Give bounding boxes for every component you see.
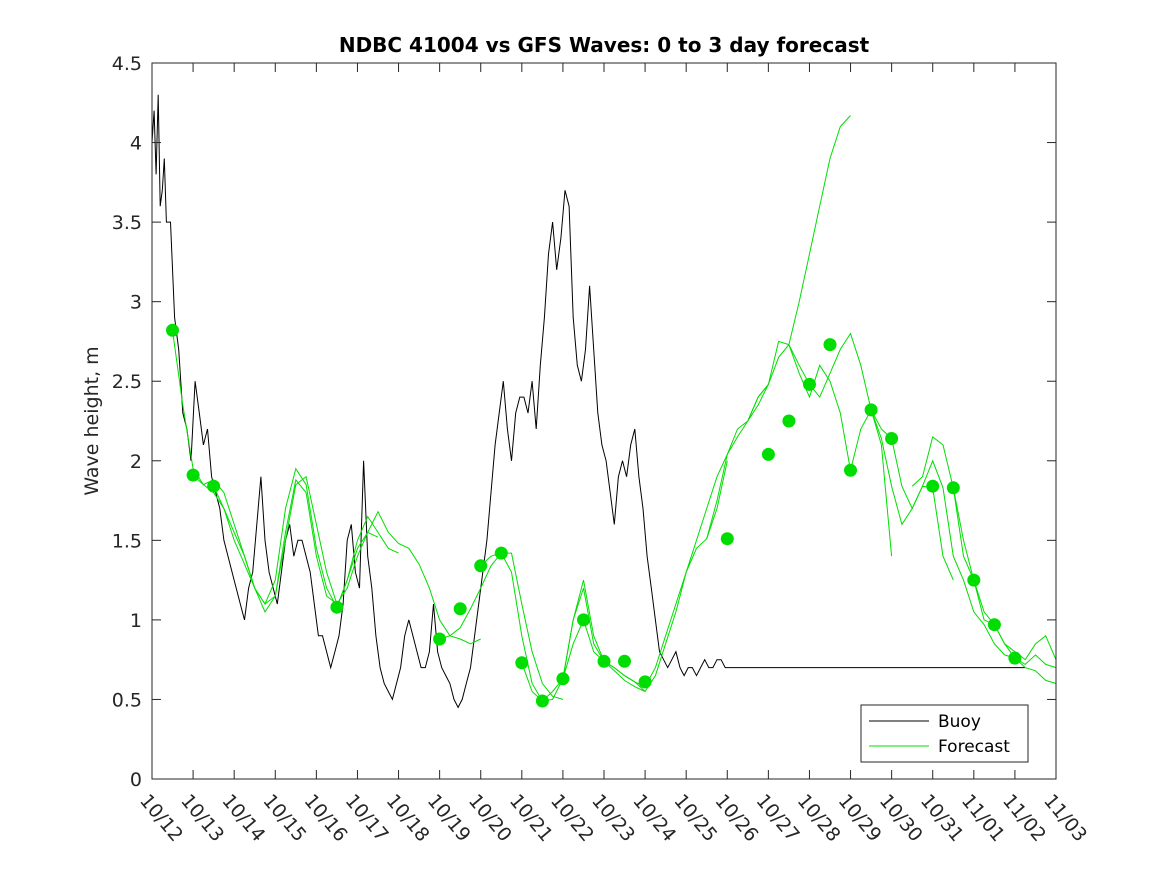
- y-tick-label: 1: [130, 610, 142, 632]
- forecast-marker: [946, 481, 960, 495]
- x-tick-label: 10/13: [176, 790, 228, 846]
- x-tick-label: 10/27: [752, 790, 804, 846]
- x-tick-label: 10/28: [793, 790, 845, 846]
- forecast-marker: [782, 414, 796, 428]
- forecast-marker: [186, 468, 200, 482]
- forecast-marker: [556, 672, 570, 686]
- y-tick-label: 2: [130, 451, 142, 473]
- forecast-marker: [474, 559, 488, 573]
- forecast-marker: [844, 463, 857, 477]
- x-tick-label: 10/23: [587, 790, 639, 846]
- x-tick-label: 11/03: [1039, 790, 1091, 846]
- forecast-run-line-11: [747, 340, 893, 557]
- forecast-run-line-13: [870, 409, 1057, 669]
- x-tick-label: 10/21: [505, 790, 557, 846]
- legend: Buoy Forecast: [860, 704, 1029, 763]
- plot-background: [152, 63, 1056, 779]
- forecast-marker: [166, 323, 179, 337]
- chart-title: NDBC 41004 vs GFS Waves: 0 to 3 day fore…: [339, 33, 870, 57]
- y-tick-label: 2.5: [112, 371, 142, 393]
- forecast-marker: [823, 338, 837, 352]
- forecast-marker: [803, 377, 816, 391]
- forecast-run-line-2: [192, 474, 379, 613]
- forecast-run-line-10: [706, 115, 851, 539]
- y-tick-label: 1.5: [112, 530, 142, 552]
- x-tick-label: 10/30: [875, 790, 927, 846]
- legend-forecast-label: Forecast: [938, 737, 1010, 757]
- forecast-marker: [926, 479, 940, 493]
- forecast-marker: [207, 479, 221, 493]
- x-tick-label: 10/14: [217, 790, 269, 846]
- forecast-marker: [885, 432, 899, 445]
- forecast-marker: [720, 532, 734, 546]
- forecast-marker: [577, 613, 590, 627]
- forecast-run-line-4: [336, 510, 481, 645]
- forecast-run-line-3: [213, 467, 399, 609]
- series-layer: [151, 94, 1057, 709]
- legend-box: [860, 704, 1029, 763]
- y-tick-label: 4: [130, 133, 142, 155]
- y-tick-label: 4.5: [112, 53, 142, 75]
- forecast-marker: [494, 546, 508, 560]
- x-tick-label: 10/26: [710, 790, 762, 846]
- forecast-run-line-14: [911, 436, 1057, 661]
- y-tick-label: 3: [130, 292, 142, 314]
- forecast-marker: [761, 447, 775, 461]
- forecast-marker: [330, 600, 344, 614]
- forecast-marker: [967, 573, 981, 587]
- x-tick-label: 10/20: [464, 790, 516, 846]
- y-tick-label: 0.5: [112, 689, 142, 711]
- forecast-marker: [638, 675, 652, 689]
- forecast-marker: [618, 654, 631, 668]
- forecast-marker: [453, 602, 467, 616]
- plot-area: [152, 63, 1056, 779]
- forecast-marker: [597, 654, 611, 668]
- x-tick-label: 10/18: [382, 790, 434, 846]
- x-tick-label: 10/15: [258, 790, 310, 846]
- x-tick-label: 10/31: [916, 790, 968, 846]
- forecast-marker: [515, 656, 529, 670]
- forecast-run-line-15: [952, 487, 1057, 684]
- y-tick-label: 0: [130, 769, 142, 791]
- x-tick-label: 10/24: [628, 790, 680, 846]
- y-tick-label: 3.5: [112, 212, 142, 234]
- forecast-marker: [864, 403, 878, 417]
- y-axis-label: Wave height, m: [81, 346, 103, 495]
- x-tick-label: 10/16: [300, 790, 352, 846]
- forecast-marker: [535, 694, 549, 708]
- forecast-marker: [433, 632, 447, 646]
- x-tick-label: 10/12: [135, 790, 187, 846]
- forecast-marker: [987, 618, 1001, 632]
- forecast-marker: [1008, 651, 1022, 665]
- x-tick-label: 11/01: [957, 790, 1009, 846]
- forecast-run-line-9: [603, 384, 769, 693]
- x-tick-label: 10/17: [341, 790, 393, 846]
- x-tick-label: 10/19: [423, 790, 475, 846]
- x-tick-label: 10/29: [834, 790, 886, 846]
- x-tick-label: 11/02: [998, 790, 1050, 846]
- legend-buoy-label: Buoy: [938, 712, 981, 732]
- x-tick-label: 10/25: [669, 790, 721, 846]
- x-tick-label: 10/22: [546, 790, 598, 846]
